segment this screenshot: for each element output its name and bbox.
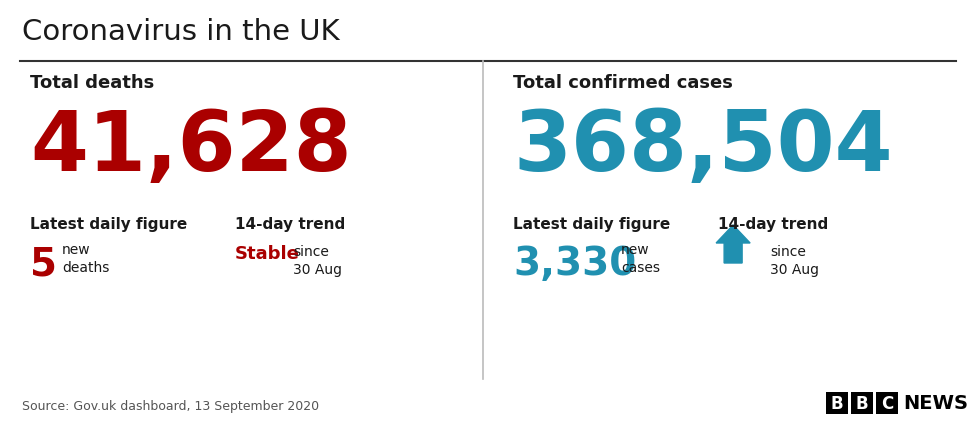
Text: Coronavirus in the UK: Coronavirus in the UK [22,18,340,46]
Text: Latest daily figure: Latest daily figure [513,217,671,231]
Text: NEWS: NEWS [903,394,968,413]
Text: since
30 Aug: since 30 Aug [293,244,342,277]
Text: since
30 Aug: since 30 Aug [770,244,819,277]
Text: 14-day trend: 14-day trend [718,217,829,231]
Text: Stable: Stable [235,244,300,263]
Bar [851,392,873,414]
Text: Latest daily figure: Latest daily figure [30,217,187,231]
Text: B: B [831,394,843,412]
Text: 5: 5 [30,244,57,283]
Text: B: B [856,394,869,412]
Text: new
deaths: new deaths [62,243,109,275]
Text: 3,330: 3,330 [513,244,636,283]
Text: Source: Gov.uk dashboard, 13 September 2020: Source: Gov.uk dashboard, 13 September 2… [22,399,319,412]
Text: 41,628: 41,628 [30,107,351,187]
Bar [826,392,848,414]
Text: Total confirmed cases: Total confirmed cases [513,74,733,92]
Bar [876,392,898,414]
Text: 368,504: 368,504 [513,107,893,187]
FancyArrow shape [716,226,751,263]
Text: Total deaths: Total deaths [30,74,154,92]
Text: 14-day trend: 14-day trend [235,217,346,231]
Text: C: C [881,394,893,412]
Text: new
cases: new cases [621,243,660,275]
